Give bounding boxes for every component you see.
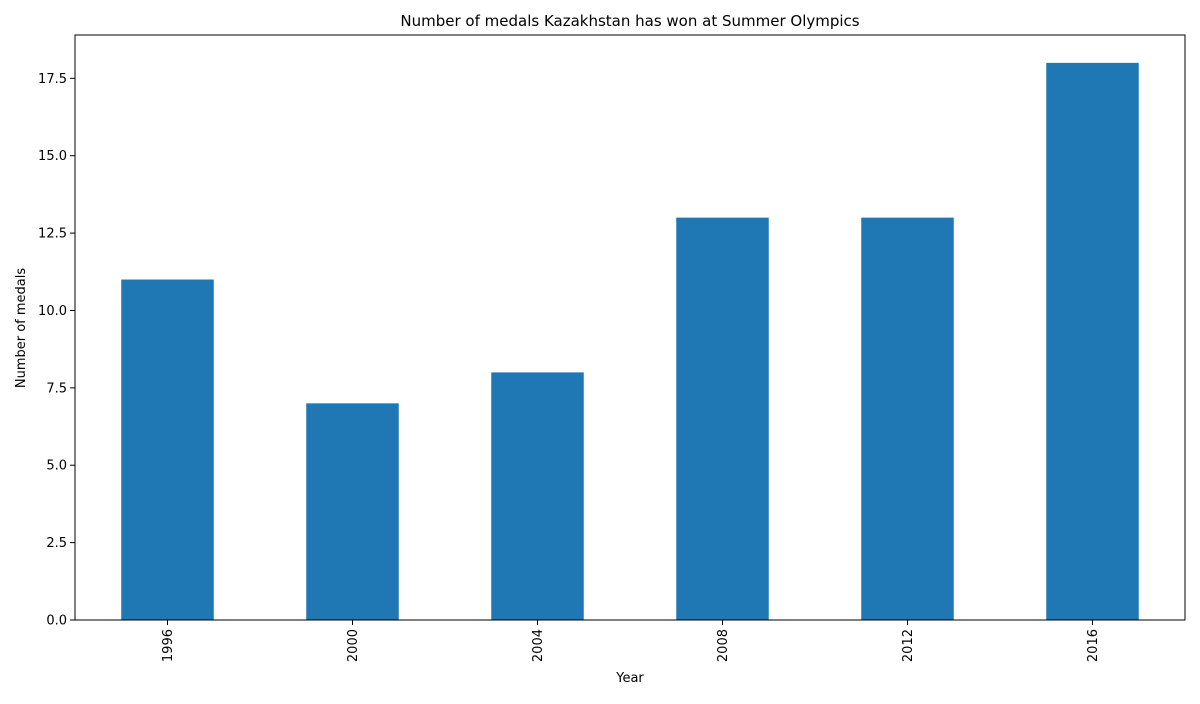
y-tick-label-4: 10.0 [38,304,67,319]
bar-2004 [491,372,584,620]
y-tick-label-2: 5.0 [46,459,67,474]
x-axis-ticks: 1996 2000 2004 2008 2012 2016 [161,620,1101,662]
chart-title: Number of medals Kazakhstan has won at S… [400,12,859,30]
y-tick-label-5: 12.5 [38,227,67,242]
y-tick-label-6: 15.0 [38,149,67,164]
x-tick-label-2000: 2000 [346,629,361,662]
x-tick-label-2012: 2012 [901,629,916,662]
y-tick-label-1: 2.5 [46,536,67,551]
bar-2000 [306,403,399,620]
x-tick-label-1996: 1996 [161,629,176,662]
y-tick-label-7: 17.5 [38,72,67,87]
bar-1996 [121,279,214,620]
y-axis-label: Number of medals [14,268,29,389]
x-tick-label-2004: 2004 [531,629,546,662]
bar-2008 [676,217,769,620]
x-axis-label: Year [615,671,644,686]
bar-2016 [1046,62,1139,621]
bar-2012 [861,217,954,620]
bars-group [121,62,1139,621]
x-tick-label-2008: 2008 [716,629,731,662]
y-tick-label-3: 7.5 [46,381,67,396]
y-axis-ticks: 0.0 2.5 5.0 7.5 10.0 12.5 15.0 17.5 [38,72,75,629]
y-tick-label-0: 0.0 [46,614,67,629]
x-tick-label-2016: 2016 [1086,629,1101,662]
plot-frame [74,34,1186,621]
